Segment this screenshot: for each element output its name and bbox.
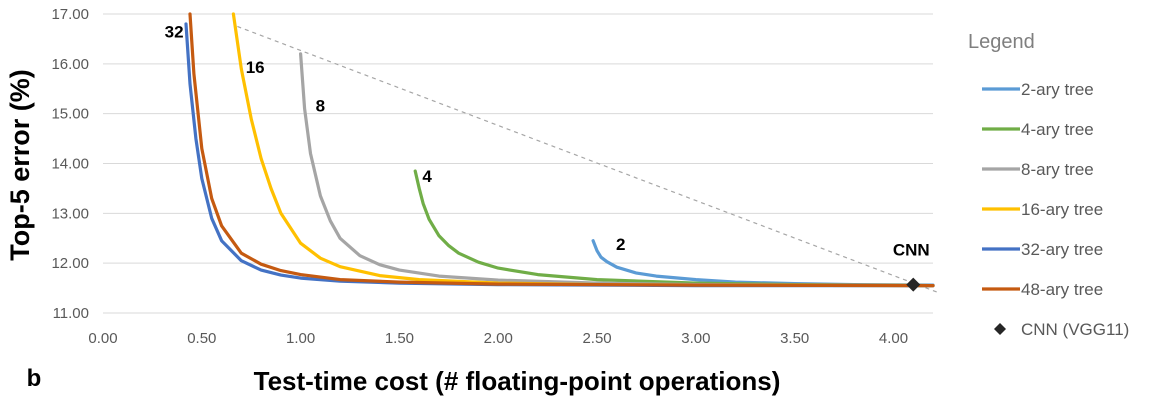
- curve-label: 16: [246, 58, 265, 77]
- curve-label: 32: [165, 22, 184, 41]
- cnn-label: CNN: [893, 241, 930, 260]
- dashed-trend-line: [237, 25, 938, 293]
- panel-label: b: [27, 365, 42, 392]
- legend-title: Legend: [968, 31, 1035, 53]
- legend-entry: 4-ary tree: [1021, 120, 1094, 139]
- y-tick-label: 12.00: [51, 255, 89, 272]
- x-tick-label: 1.50: [385, 330, 414, 347]
- x-tick-label: 3.00: [681, 330, 710, 347]
- legend-swatch-cnn: [994, 323, 1006, 335]
- x-tick-label: 0.50: [187, 330, 216, 347]
- series-line: [184, 22, 935, 288]
- y-tick-label: 16.00: [51, 56, 89, 73]
- y-axis-label: Top-5 error (%): [5, 69, 35, 261]
- y-tick-label: 17.00: [51, 6, 89, 23]
- curve-label: 8: [316, 97, 325, 116]
- x-tick-label: 0.00: [88, 330, 117, 347]
- x-tick-label: 2.00: [484, 330, 513, 347]
- series-line: [188, 12, 935, 288]
- series-line: [413, 169, 935, 288]
- series-line: [231, 12, 935, 288]
- y-tick-label: 13.00: [51, 205, 89, 222]
- cnn-marker: [906, 277, 921, 292]
- legend-entry: 16-ary tree: [1021, 200, 1103, 219]
- series-line: [299, 52, 935, 288]
- curve-label: 2: [616, 235, 625, 254]
- x-axis-label: Test-time cost (# floating-point operati…: [254, 366, 781, 396]
- y-tick-label: 11.00: [53, 305, 89, 322]
- y-tick-label: 15.00: [51, 106, 89, 123]
- legend-entry: 32-ary tree: [1021, 240, 1103, 259]
- x-tick-label: 1.00: [286, 330, 315, 347]
- x-tick-label: 3.50: [780, 330, 809, 347]
- curve-label: 4: [422, 167, 432, 186]
- legend-entry: 8-ary tree: [1021, 160, 1094, 179]
- legend-entry: CNN (VGG11): [1021, 320, 1129, 339]
- legend-entry: 2-ary tree: [1021, 80, 1094, 99]
- legend-entry: 48-ary tree: [1021, 280, 1103, 299]
- y-tick-label: 14.00: [51, 156, 89, 173]
- x-tick-label: 4.00: [879, 330, 908, 347]
- x-tick-label: 2.50: [582, 330, 611, 347]
